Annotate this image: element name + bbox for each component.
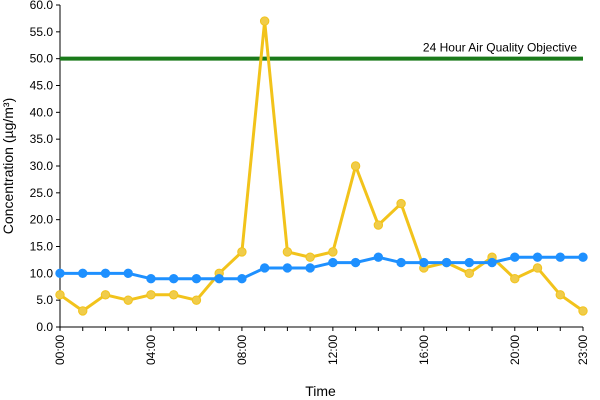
y-tick-label: 0.0: [36, 320, 53, 334]
series-1-point: [237, 247, 247, 257]
series-2-point: [532, 252, 543, 262]
y-tick-label: 25.0: [30, 186, 54, 200]
series-1-point: [305, 252, 315, 262]
series-2-point: [282, 263, 293, 273]
series-1-point: [123, 295, 133, 305]
series-2-point: [464, 257, 475, 268]
series-group: [55, 16, 588, 316]
y-tick-label: 55.0: [30, 25, 54, 39]
y-tick-label: 35.0: [30, 132, 54, 146]
series-2-point: [259, 263, 270, 273]
y-tick-label: 45.0: [30, 79, 54, 93]
series-1-point: [555, 290, 565, 300]
series-1-point: [328, 247, 338, 257]
series-1-point: [510, 274, 520, 284]
x-tick-label: 20:00: [508, 335, 522, 365]
x-tick-label: 00:00: [53, 335, 67, 365]
series-2-point: [237, 274, 247, 284]
series-2-point: [305, 263, 315, 273]
series-1-point: [532, 263, 543, 273]
x-tick-label: 23:00: [576, 335, 590, 365]
y-tick-label: 60.0: [30, 0, 54, 12]
series-2-point: [100, 268, 111, 279]
series-2-point: [578, 252, 588, 262]
reference-line-group: 24 Hour Air Quality Objective: [60, 41, 583, 61]
series-1-point: [146, 290, 156, 300]
x-tick-label: 12:00: [326, 335, 340, 365]
series-1-point: [396, 198, 406, 209]
series-2-point: [191, 274, 202, 284]
series-1-point: [168, 290, 179, 300]
series-2-point: [419, 257, 429, 268]
series-2-point: [146, 274, 156, 284]
series-2-point: [123, 268, 133, 279]
series-2-point: [214, 274, 224, 284]
x-tick-label: 04:00: [144, 335, 158, 365]
series-2-point: [328, 257, 338, 268]
y-tick-label: 30.0: [30, 159, 54, 173]
x-axis-title: Time: [305, 383, 336, 399]
series-2-point: [510, 252, 520, 262]
y-tick-label: 50.0: [30, 52, 54, 66]
series-1-point: [78, 306, 88, 316]
series-1-point: [350, 161, 361, 171]
x-tick-label: 16:00: [417, 335, 431, 365]
series-1-line: [59, 19, 584, 313]
series-1-point: [191, 295, 202, 305]
series-2-point: [168, 274, 179, 284]
series-2-point: [373, 252, 384, 262]
series-1-point: [578, 306, 588, 316]
series-1-point: [464, 268, 475, 279]
series-2-point: [441, 257, 452, 268]
series-1-point: [259, 16, 270, 26]
x-tick-label: 08:00: [235, 335, 249, 365]
series-1-point: [282, 247, 293, 257]
series-2-point: [396, 257, 406, 268]
y-tick-label: 10.0: [30, 266, 54, 280]
series-2-point: [555, 252, 565, 262]
series-1-point: [373, 220, 384, 230]
y-axis-title: Concentration (µg/m³): [0, 98, 16, 234]
series-1-point: [100, 290, 111, 300]
y-tick-label: 5.0: [36, 293, 53, 307]
air-quality-objective-label: 24 Hour Air Quality Objective: [423, 41, 577, 55]
y-tick-label: 40.0: [30, 105, 54, 119]
y-tick-label: 20.0: [30, 213, 54, 227]
y-tick-label: 15.0: [30, 240, 54, 254]
series-2-point: [487, 257, 497, 268]
series-2-point: [350, 257, 361, 268]
y-axis-ticks: 0.0 5.0 10.0 15.0 20.0 25.0 30.0 35.0 40.0 45.0 50…: [30, 0, 60, 334]
x-axis-ticks: 00:00 04:00 08:00 12:00 16:00 20:00 23:00: [53, 327, 590, 365]
series-2-point: [55, 268, 65, 279]
series-2-point: [78, 268, 88, 279]
series-1-point: [55, 290, 65, 300]
